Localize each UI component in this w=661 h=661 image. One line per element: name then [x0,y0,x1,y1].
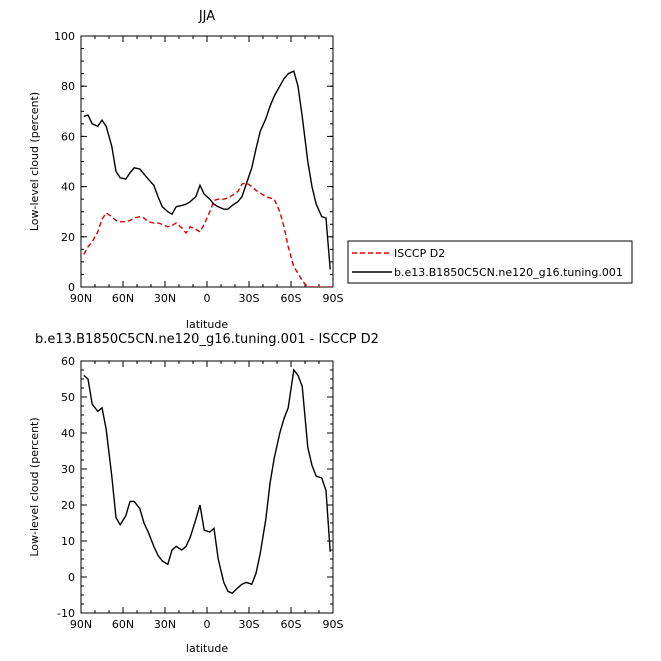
y-tick-label: 30 [61,463,75,476]
plot-frame [80,360,334,614]
series-line-0 [83,182,331,287]
x-tick-label: 90S [323,618,344,631]
x-tick-label: 30S [239,618,260,631]
x-tick-label: 60S [281,292,302,305]
y-tick-label: 10 [61,535,75,548]
y-tick-label: 100 [54,30,75,43]
y-tick-label: -10 [57,607,75,620]
y-axis-label: Low-level cloud (percent) [28,417,41,556]
y-tick-label: 40 [61,181,75,194]
y-tick-label: 0 [68,571,75,584]
x-axis-label: latitude [186,642,228,655]
legend-label-1: b.e13.B1850C5CN.ne120_g16.tuning.001 [394,266,623,279]
y-tick-label: 40 [61,427,75,440]
y-tick-label: 0 [68,281,75,294]
y-tick-label: 60 [61,130,75,143]
legend-box [347,240,633,284]
y-tick-label: 50 [61,391,75,404]
x-tick-label: 90S [323,292,344,305]
series-line-1 [83,70,331,270]
x-axis-label: latitude [186,318,228,331]
top-panel: JJA 90N 60N 30N 0 30S 60S 90S 0 20 40 60 80 100 latitu… [28,9,633,331]
chart-title: b.e13.B1850C5CN.ne120_g16.tuning.001 - I… [35,332,379,347]
x-tick-label: 60N [112,292,134,305]
y-tick-label: 80 [61,80,75,93]
y-tick-label: 20 [61,499,75,512]
x-tick-label: 0 [204,292,211,305]
x-tick-label: 30N [154,618,176,631]
y-tick-label: 20 [61,231,75,244]
legend-label-0: ISCCP D2 [394,247,445,260]
bottom-panel: b.e13.B1850C5CN.ne120_g16.tuning.001 - I… [28,332,379,655]
series-line-0 [83,368,331,595]
x-tick-label: 0 [204,618,211,631]
y-axis-label: Low-level cloud (percent) [28,92,41,231]
x-tick-label: 90N [70,292,92,305]
chart-title: JJA [198,9,215,24]
x-tick-label: 30N [154,292,176,305]
x-tick-label: 90N [70,618,92,631]
x-tick-label: 60N [112,618,134,631]
x-tick-label: 60S [281,618,302,631]
x-tick-label: 30S [239,292,260,305]
y-tick-label: 60 [61,355,75,368]
